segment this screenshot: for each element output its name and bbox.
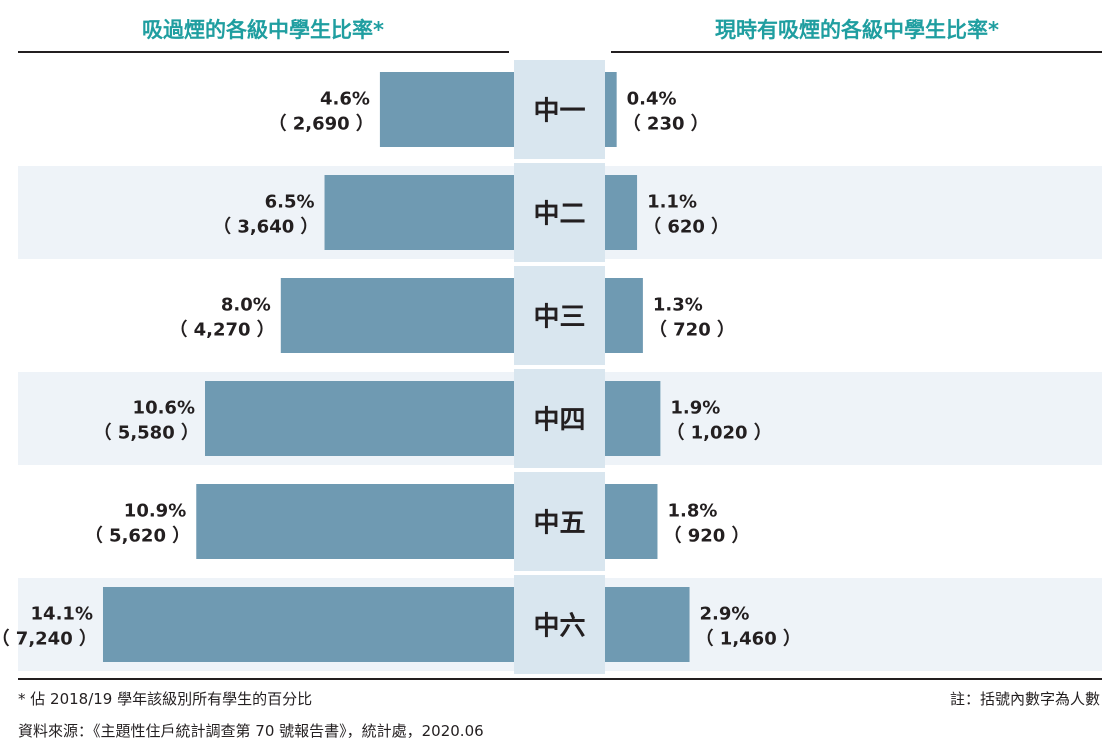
footnote-note: 註：括號內數字為人數 [949,690,1100,708]
right-bar-3 [605,278,643,353]
left-value-label-3: 8.0% [221,295,271,316]
category-label-1: 中一 [533,97,585,127]
left-bar-4 [205,381,514,456]
left-value-label-2: 6.5% [265,192,315,213]
left-count-label-5: （ 5,620 ） [85,526,190,547]
right-value-label-4: 1.9% [670,398,720,419]
left-count-label-1: （ 2,690 ） [268,114,373,135]
category-box-3 [514,266,605,365]
left-count-label-2: （ 3,640 ） [213,217,318,238]
right-value-label-3: 1.3% [653,295,703,316]
right-value-label-1: 0.4% [627,89,677,110]
left-bar-2 [324,175,514,250]
category-box-4 [514,369,605,468]
footnote-asterisk: * 佔 2018/19 學年該級別所有學生的百分比 [18,690,313,708]
category-label-5: 中五 [533,509,585,539]
right-value-label-2: 1.1% [647,192,697,213]
category-box-2 [514,163,605,262]
left-count-label-3: （ 4,270 ） [169,320,274,341]
right-bar-6 [605,587,690,662]
category-box-1 [514,60,605,159]
left-value-label-4: 10.6% [133,398,195,419]
category-box-6 [514,575,605,674]
left-value-label-1: 4.6% [320,89,370,110]
left-bar-3 [280,278,514,353]
category-label-4: 中四 [533,406,585,436]
right-count-label-5: （ 920 ） [663,526,749,547]
right-count-label-2: （ 620 ） [643,217,729,238]
category-box-5 [514,472,605,571]
category-label-6: 中六 [533,612,585,642]
category-label-2: 中二 [533,200,585,230]
right-bar-2 [605,175,638,250]
right-value-label-5: 1.8% [667,501,717,522]
right-count-label-3: （ 720 ） [649,320,735,341]
right-count-label-6: （ 1,460 ） [696,629,801,650]
right-bar-4 [605,381,661,456]
right-bar-1 [605,72,617,147]
left-count-label-4: （ 5,580 ） [94,423,199,444]
left-bar-5 [196,484,514,559]
right-count-label-1: （ 230 ） [623,114,709,135]
right-series-title: 現時有吸煙的各級中學生比率* [715,18,999,42]
left-count-label-6: （ 7,240 ） [0,629,97,650]
right-count-label-4: （ 1,020 ） [666,423,771,444]
right-bar-5 [605,484,658,559]
left-bar-1 [379,72,514,147]
category-label-3: 中三 [533,303,585,333]
left-value-label-6: 14.1% [31,604,93,625]
left-value-label-5: 10.9% [124,501,186,522]
left-bar-6 [102,587,515,662]
right-value-label-6: 2.9% [700,604,750,625]
left-series-title: 吸過煙的各級中學生比率* [142,18,384,42]
footnote-source: 資料來源：《主題性住戶統計調查第 70 號報告書》，統計處，2020.06 [18,722,484,740]
